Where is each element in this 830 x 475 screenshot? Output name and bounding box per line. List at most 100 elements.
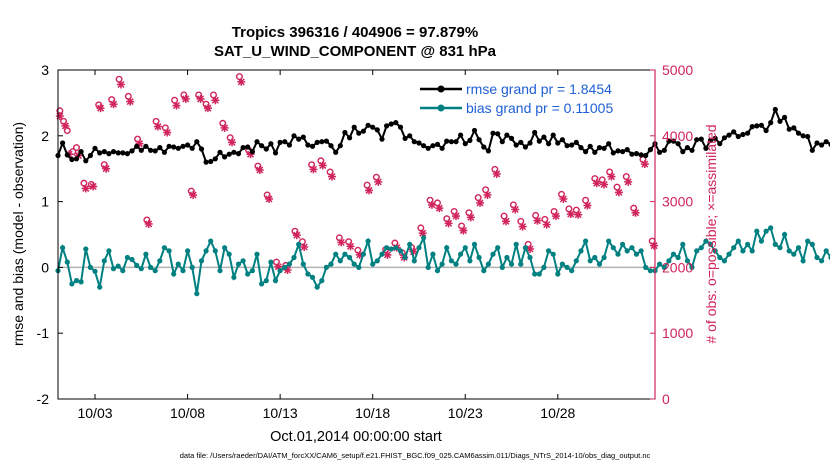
bias-data-point: [231, 274, 237, 280]
rmse-data-point: [805, 133, 811, 140]
bias-data-point: [550, 251, 556, 257]
bias-data-point: [365, 238, 371, 244]
bias-data-point: [328, 261, 334, 267]
rmse-data-point: [684, 145, 691, 151]
bias-data-point: [115, 263, 121, 269]
rmse-data-point: [138, 147, 144, 153]
rmse-data-point: [397, 124, 404, 130]
rmse-data-point: [592, 149, 598, 155]
chart-title-line1: Tropics 396316 / 404906 = 97.879%: [232, 24, 478, 41]
obs-assimilated-marker: [300, 243, 309, 252]
rmse-data-point: [92, 145, 98, 151]
rmse-data-point: [198, 146, 205, 152]
bias-data-point: [564, 264, 570, 270]
bias-data-point: [754, 228, 760, 234]
obs-assimilated-marker: [492, 169, 501, 178]
bias-data-point: [379, 251, 385, 257]
obs-assimilated-marker: [55, 112, 64, 121]
x-axis-label: Oct.01,2014 00:00:00 start: [270, 429, 442, 445]
obs-assimilated-marker: [592, 179, 601, 188]
rmse-data-point: [518, 139, 524, 145]
right-axis-tick-label: 2000: [662, 259, 693, 275]
rmse-data-point: [425, 145, 431, 151]
rmse-data-point: [411, 139, 417, 145]
bias-data-point: [337, 258, 343, 264]
rmse-data-point: [823, 139, 829, 145]
rmse-data-point: [388, 121, 394, 127]
bias-data-point: [703, 238, 709, 244]
bias-data-point: [138, 266, 144, 272]
rmse-data-point: [559, 137, 566, 143]
rmse-data-point: [453, 139, 459, 145]
obs-assimilated-marker: [292, 231, 301, 240]
bias-data-point: [60, 245, 66, 251]
bias-data-point: [87, 264, 93, 270]
rmse-data-point: [629, 151, 635, 157]
rmse-data-point: [365, 122, 371, 128]
rmse-data-point: [513, 142, 519, 148]
x-axis-tick-label: 10/18: [355, 405, 390, 421]
rmse-data-point: [670, 138, 677, 144]
rmse-data-point: [97, 150, 103, 156]
obs-assimilated-marker: [640, 160, 649, 169]
rmse-data-point: [106, 151, 112, 157]
bias-data-point: [620, 241, 626, 247]
bias-data-point: [342, 251, 348, 257]
rmse-data-point: [203, 159, 209, 165]
bias-data-point: [578, 248, 584, 254]
rmse-data-point: [235, 151, 242, 157]
obs-assimilated-marker: [374, 177, 383, 186]
rmse-data-point: [587, 143, 593, 149]
bias-data-point: [823, 248, 829, 254]
obs-assimilated-marker: [255, 166, 264, 175]
obs-assimilated-marker: [203, 104, 212, 113]
obs-assimilated-marker: [81, 184, 90, 193]
bias-data-point: [758, 238, 765, 244]
obs-possible-marker: [73, 144, 81, 152]
bias-data-point: [124, 254, 130, 261]
obs-assimilated-marker: [309, 165, 318, 174]
x-axis-tick-label: 10/08: [170, 405, 205, 421]
obs-assimilated-marker: [542, 220, 551, 229]
rmse-data-point: [300, 134, 306, 140]
rmse-data-point: [402, 135, 408, 141]
x-axis-tick-label: 10/13: [263, 405, 298, 421]
rmse-data-point: [800, 133, 806, 139]
right-axis-tick-label: 5000: [662, 62, 693, 78]
obs-assimilated-marker: [551, 212, 560, 221]
bias-data-point: [78, 279, 84, 285]
rmse-data-point: [661, 147, 667, 153]
rmse-data-point: [795, 130, 802, 136]
rmse-data-point: [148, 147, 154, 153]
bias-data-point: [532, 271, 538, 277]
bias-data-point: [208, 238, 214, 244]
x-axis-tick-label: 10/23: [448, 405, 483, 421]
bias-data-point: [416, 245, 422, 251]
rmse-data-point: [703, 145, 709, 151]
left-axis-tick-label: 3: [41, 62, 49, 78]
bias-data-point: [384, 245, 390, 251]
x-axis-tick-label: 10/28: [540, 405, 575, 421]
bias-data-point: [222, 245, 228, 251]
rmse-data-point: [337, 143, 343, 149]
rmse-data-point: [657, 149, 663, 155]
bias-data-point: [397, 248, 404, 254]
bias-data-point: [675, 254, 681, 261]
rmse-data-point: [439, 145, 445, 151]
rmse-data-point: [217, 149, 223, 155]
rmse-data-point: [735, 133, 741, 140]
left-axis-tick-label: -1: [37, 325, 50, 341]
rmse-data-point: [610, 150, 616, 156]
rmse-data-point: [152, 148, 158, 154]
bias-data-point: [721, 258, 728, 264]
left-axis-tick-label: 0: [41, 259, 49, 275]
bias-data-point: [508, 261, 515, 267]
rmse-data-point: [314, 139, 320, 145]
left-axis-tick-label: -2: [37, 391, 50, 407]
bias-data-point: [319, 278, 325, 284]
rmse-data-point: [421, 143, 427, 149]
rmse-data-point: [101, 149, 107, 155]
bias-data-point: [587, 258, 593, 264]
rmse-data-point: [78, 149, 84, 155]
bias-data-point: [360, 251, 366, 257]
